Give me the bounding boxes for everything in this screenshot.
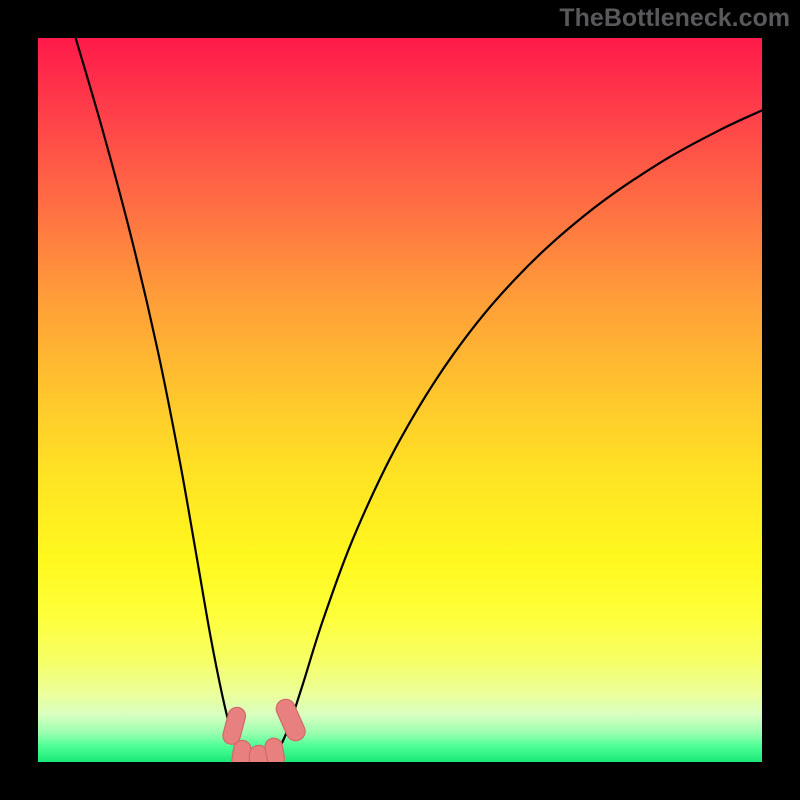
plot-background xyxy=(38,38,762,762)
watermark-text: TheBottleneck.com xyxy=(559,4,790,33)
bottleneck-chart-svg xyxy=(0,0,800,800)
chart-container: TheBottleneck.com xyxy=(0,0,800,800)
